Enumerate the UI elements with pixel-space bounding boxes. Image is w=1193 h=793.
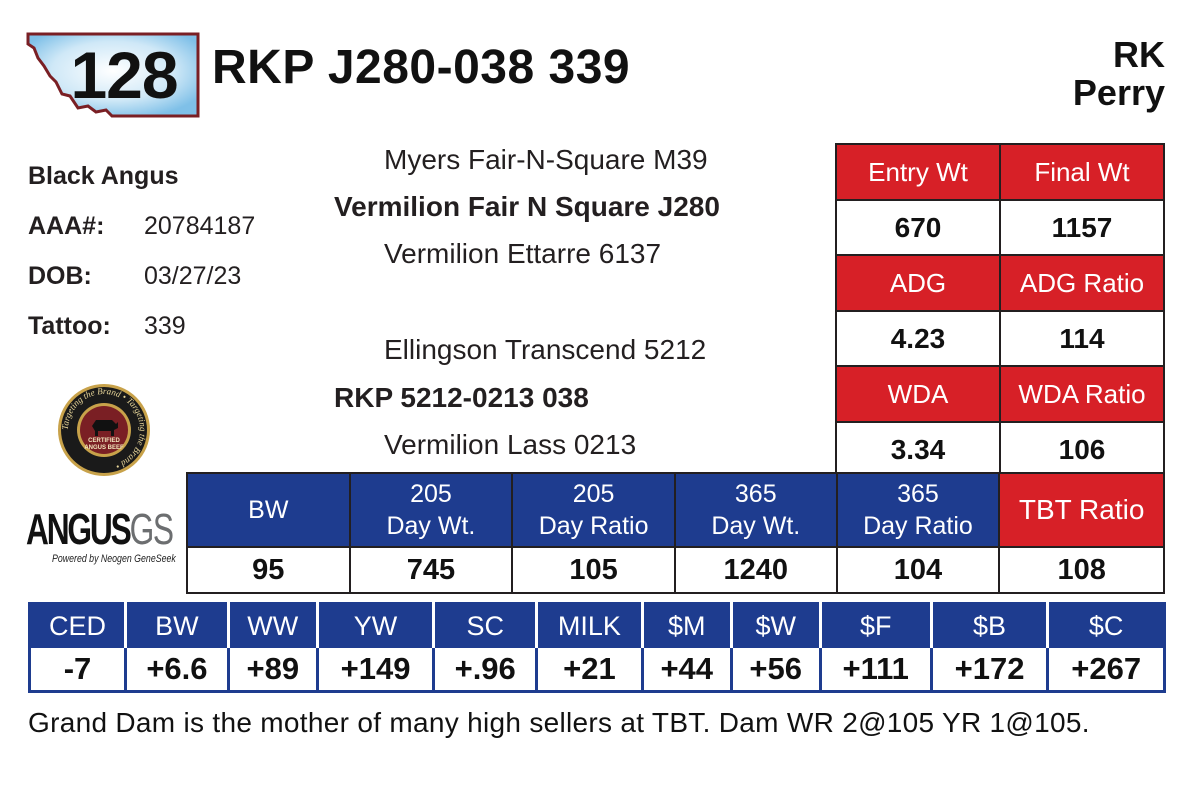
epd-header-c: $C (1046, 603, 1165, 648)
epd-header-m: $M (640, 603, 732, 648)
pedigree-dam-sire: Ellingson Transcend 5212 (384, 334, 707, 365)
dob-row: DOB: 03/27/23 (28, 262, 241, 291)
footnote: Grand Dam is the mother of many high sel… (28, 707, 1090, 738)
dob-value: 03/27/23 (144, 262, 242, 290)
bw-header: BW (186, 472, 351, 548)
consignor-line-2: Perry (1072, 72, 1165, 113)
epd-table: CED BW WW YW SC MILK $M $W $F $B $C -7 +… (28, 602, 1166, 693)
tattoo-value: 339 (144, 312, 186, 340)
bw-value: 95 (186, 546, 351, 594)
epd-value-f: +111 (818, 647, 932, 692)
pedigree-sire-dam: Vermilion Ettarre 6137 (384, 238, 662, 269)
aaa-row: AAA#: 20784187 (28, 212, 255, 241)
205-day-ratio-line1: 205 (572, 480, 615, 508)
final-wt-value: 1157 (998, 199, 1166, 256)
epd-header-ced: CED (29, 603, 126, 648)
wda-ratio-header: WDA Ratio (998, 365, 1166, 423)
breed: Black Angus (28, 162, 179, 190)
epd-value-milk: +21 (535, 647, 643, 692)
epd-header-yw: YW (315, 603, 434, 648)
epd-value-sc: +.96 (432, 647, 537, 692)
365-day-wt-value: 1240 (673, 546, 838, 594)
365-day-wt-line2: Day Wt. (711, 512, 801, 540)
pedigree-dam-dam: Vermilion Lass 0213 (384, 429, 637, 460)
epd-value-b: +172 (929, 647, 1048, 692)
tbt-ratio-header: TBT Ratio (998, 472, 1165, 548)
365-day-ratio-header: 365 Day Ratio (835, 472, 1001, 548)
pedigree-dam: RKP 5212-0213 038 (334, 382, 589, 413)
aaa-value: 20784187 (144, 212, 256, 240)
adg-header: ADG (835, 254, 1001, 312)
lot-number: 128 (70, 38, 178, 112)
montana-state-icon (26, 32, 200, 118)
205-day-wt-line1: 205 (410, 480, 452, 508)
angus-gs-word: GS (129, 505, 174, 554)
365-day-ratio-line1: 365 (897, 480, 939, 508)
epd-header-w: $W (729, 603, 821, 648)
epd-value-bw: +6.6 (124, 647, 229, 692)
365-day-ratio-value: 104 (835, 546, 1001, 594)
205-day-ratio-header: 205 Day Ratio (511, 472, 676, 548)
epd-value-ced: -7 (29, 647, 126, 692)
epd-header-bw: BW (124, 603, 229, 648)
weights-table: BW 205 Day Wt. 205 Day Ratio 365 Day Wt.… (186, 472, 1165, 594)
tattoo-label: Tattoo: (28, 312, 111, 340)
tattoo-row: Tattoo: 339 (28, 312, 186, 341)
entry-wt-value: 670 (835, 199, 1001, 256)
angus-word: ANGUS (26, 505, 132, 554)
epd-value-ww: +89 (226, 647, 318, 692)
205-day-ratio-value: 105 (511, 546, 676, 594)
consignor: RK Perry (1073, 36, 1165, 112)
205-day-ratio-line2: Day Ratio (538, 512, 649, 540)
tbt-ratio-value: 108 (998, 546, 1165, 594)
wda-value: 3.34 (835, 421, 1001, 478)
dob-label: DOB: (28, 262, 92, 290)
epd-header-b: $B (929, 603, 1048, 648)
pedigree-sire-sire: Myers Fair-N-Square M39 (384, 144, 708, 175)
final-wt-header: Final Wt (998, 143, 1166, 201)
svg-text:ANGUS BEEF: ANGUS BEEF (84, 445, 124, 451)
epd-value-c: +267 (1046, 647, 1165, 692)
animal-name: RKP J280-038 339 (212, 41, 631, 94)
epd-header-f: $F (818, 603, 932, 648)
adg-value: 4.23 (835, 310, 1001, 367)
pedigree-sire: Vermilion Fair N Square J280 (334, 191, 720, 222)
epd-value-yw: +149 (315, 647, 434, 692)
wda-header: WDA (835, 365, 1001, 423)
205-day-wt-value: 745 (348, 546, 514, 594)
adg-ratio-value: 114 (998, 310, 1166, 367)
epd-header-ww: WW (226, 603, 318, 648)
epd-value-w: +56 (729, 647, 821, 692)
wda-ratio-value: 106 (998, 421, 1166, 478)
adg-ratio-header: ADG Ratio (998, 254, 1166, 312)
certified-angus-beef-logo: Targeting the Brand • Targeting the Bran… (56, 382, 152, 478)
consignor-line-1: RK (1113, 34, 1165, 75)
205-day-wt-header: 205 Day Wt. (348, 472, 514, 548)
365-day-wt-header: 365 Day Wt. (673, 472, 838, 548)
epd-header-milk: MILK (535, 603, 643, 648)
angus-gs-logo: ANGUSGS Powered by Neogen GeneSeek (26, 505, 178, 571)
bw-header-line1: BW (248, 496, 289, 524)
365-day-ratio-line2: Day Ratio (863, 512, 973, 540)
epd-header-sc: SC (432, 603, 537, 648)
aaa-label: AAA#: (28, 212, 105, 240)
angus-gs-tagline: Powered by Neogen GeneSeek (52, 553, 176, 565)
svg-text:CERTIFIED: CERTIFIED (88, 438, 120, 444)
365-day-wt-line1: 365 (734, 480, 777, 508)
205-day-wt-line2: Day Wt. (386, 512, 476, 540)
lot-badge: 128 (26, 32, 200, 118)
epd-value-m: +44 (640, 647, 732, 692)
performance-table: Entry Wt Final Wt 670 1157 ADG ADG Ratio… (835, 143, 1166, 478)
entry-wt-header: Entry Wt (835, 143, 1001, 201)
